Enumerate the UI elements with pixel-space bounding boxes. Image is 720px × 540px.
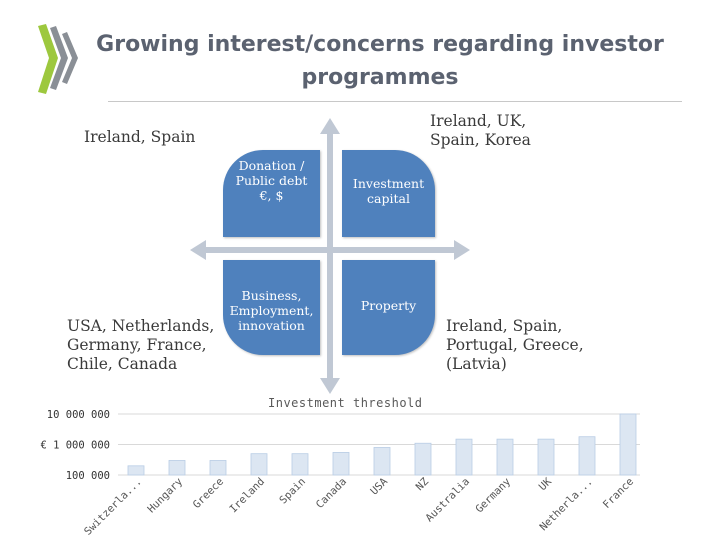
x-tick-label: Germany	[473, 476, 513, 516]
label-bottom-left: USA, Netherlands, Germany, France, Chile…	[67, 317, 215, 373]
threshold-chart: 100 000 € 1 000 000 10 000 000 Switzerla..…	[40, 409, 640, 538]
bar-germany	[496, 438, 514, 476]
x-tick-label: UK	[537, 475, 555, 493]
oecd-logo	[38, 24, 78, 94]
logo-stripe-gray-1	[50, 26, 68, 90]
bar-netherla	[578, 436, 596, 476]
y-tick-label: 100 000	[66, 470, 110, 482]
y-tick-label: 10 000 000	[47, 409, 110, 421]
y-tick-label: € 1 000 000	[40, 440, 110, 452]
bar-switzerla	[127, 465, 145, 476]
x-tick-label: Ireland	[227, 476, 267, 516]
bar-uk	[537, 438, 555, 476]
bar-canada	[332, 452, 350, 476]
quadrant-donation: Donation / Public debt €, $	[223, 150, 320, 237]
bar-ireland	[250, 453, 268, 476]
bar-spain	[291, 453, 309, 476]
bar-hungary	[168, 460, 186, 476]
arrow-up-icon	[320, 118, 340, 134]
x-tick-label: France	[601, 476, 636, 511]
x-tick-label: NZ	[414, 476, 431, 493]
chart-title: Investment threshold	[268, 396, 423, 410]
quadrant-investment: Investment capital	[342, 150, 435, 237]
arrow-down-icon	[320, 378, 340, 394]
x-tick-label: USA	[368, 475, 390, 497]
label-bottom-right: Ireland, Spain, Portugal, Greece, (Latvi…	[446, 317, 584, 373]
bar-usa	[373, 447, 391, 476]
bar-greece	[209, 460, 227, 476]
quadrant-axes	[190, 118, 470, 394]
x-tick-label: Switzerla...	[82, 476, 144, 538]
x-tick-label: Greece	[191, 476, 226, 511]
arrow-left-icon	[190, 240, 206, 260]
x-tick-label: Australia	[423, 476, 472, 525]
bar-nz	[414, 442, 432, 476]
page-title: Growing interest/concerns regarding inve…	[96, 32, 664, 90]
logo-stripe-gray-2	[62, 32, 78, 84]
bar-australia	[455, 438, 473, 476]
arrow-right-icon	[454, 240, 470, 260]
logo-stripe-green	[38, 24, 58, 94]
x-tick-label: Hungary	[145, 476, 185, 516]
x-tick-label: Canada	[314, 476, 349, 511]
quadrant-business: Business, Employment, innovation	[223, 260, 320, 355]
title-divider	[108, 101, 682, 102]
label-top-left: Ireland, Spain	[84, 128, 196, 146]
bar-france	[619, 413, 637, 476]
label-top-right: Ireland, UK, Spain, Korea	[430, 112, 531, 149]
x-tick-label: Spain	[277, 476, 308, 507]
quadrant-property: Property	[342, 260, 435, 355]
